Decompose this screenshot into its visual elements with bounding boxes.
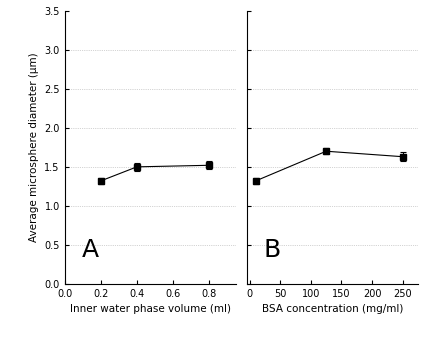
X-axis label: Inner water phase volume (ml): Inner water phase volume (ml): [70, 305, 230, 315]
Text: B: B: [263, 238, 280, 262]
X-axis label: BSA concentration (mg/ml): BSA concentration (mg/ml): [261, 305, 402, 315]
Y-axis label: Average microsphere diameter (μm): Average microsphere diameter (μm): [29, 53, 39, 242]
Text: A: A: [82, 238, 99, 262]
